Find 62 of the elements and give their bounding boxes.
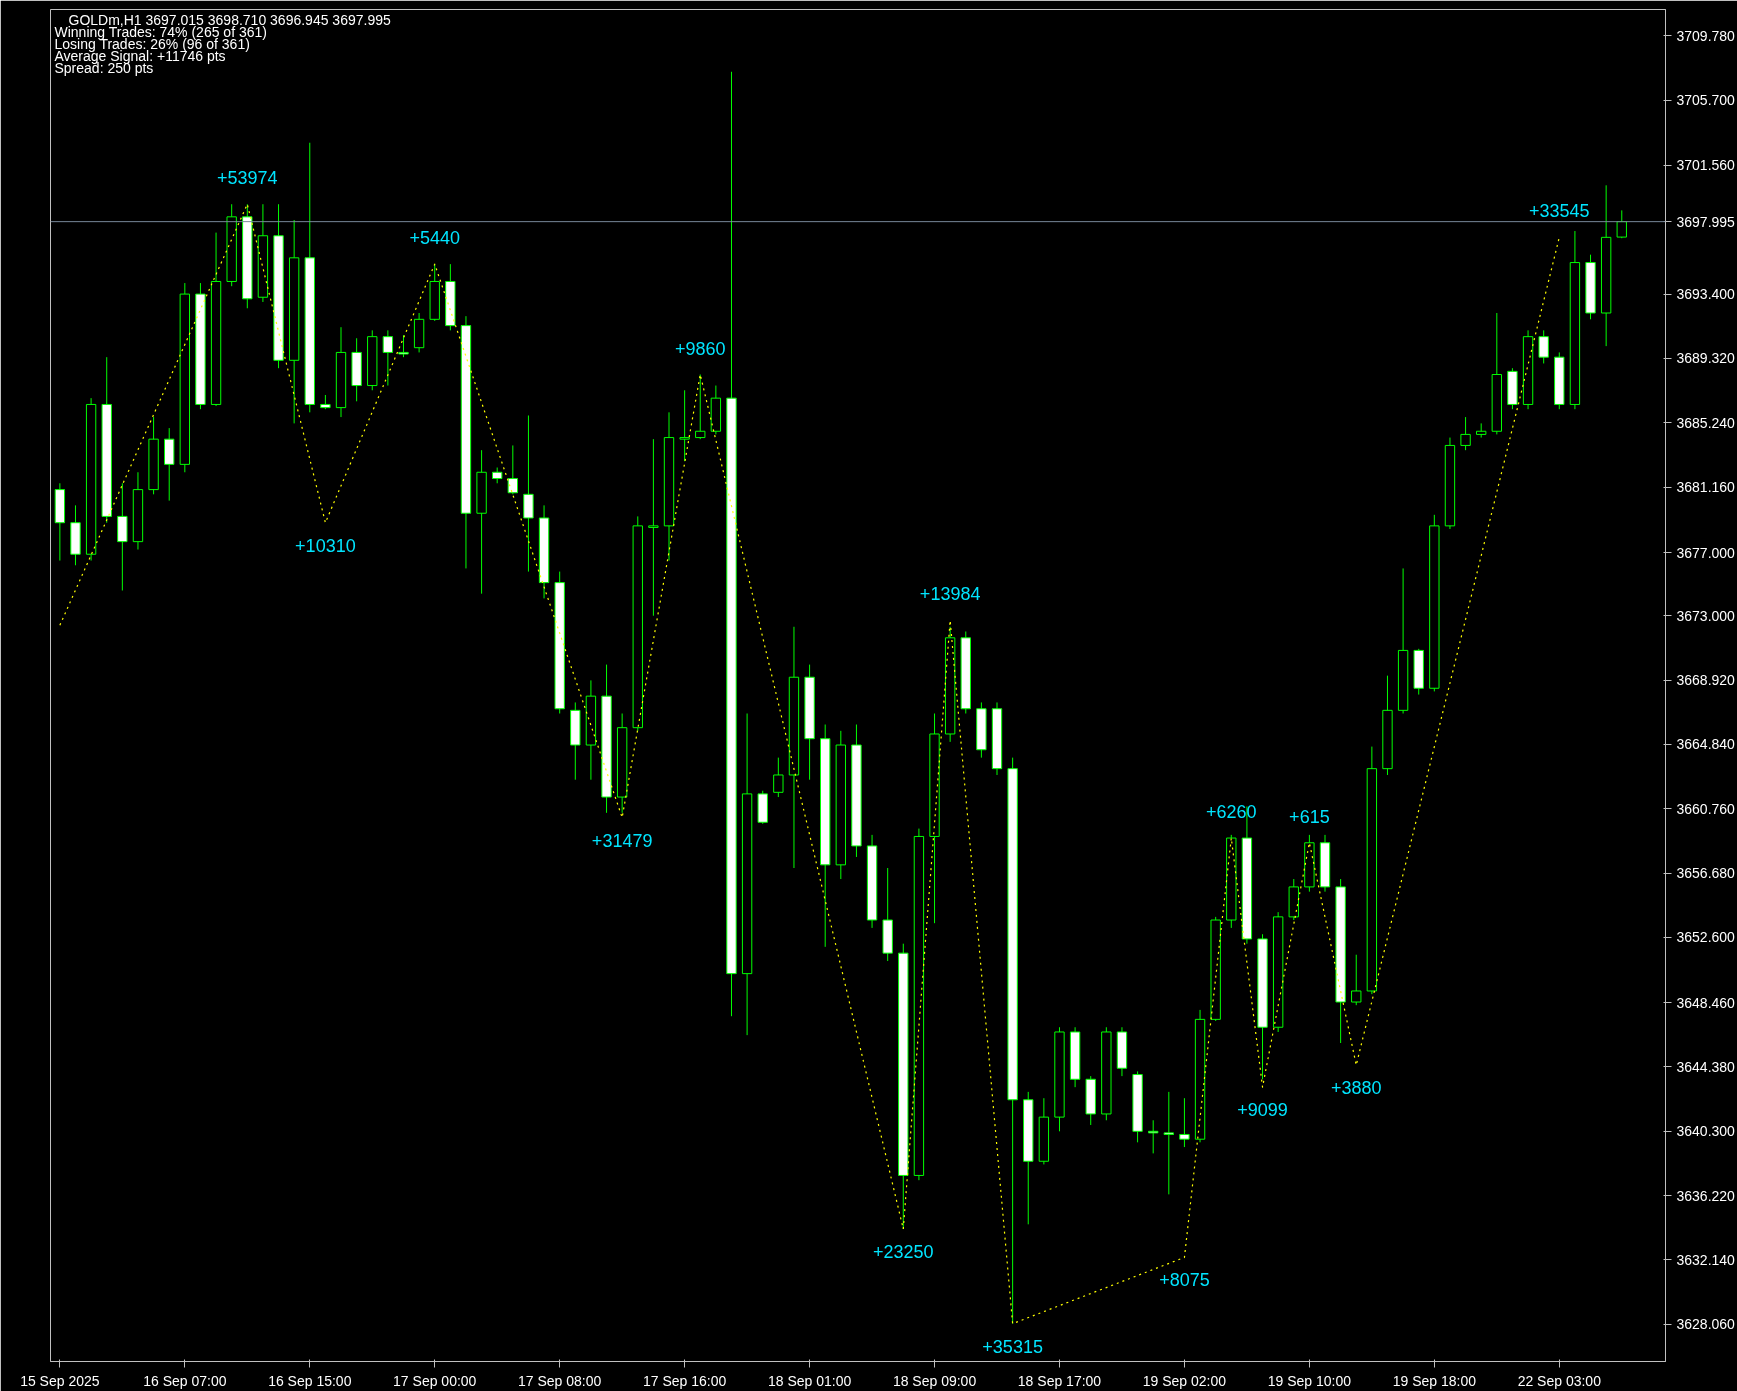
- candlestick: [1163, 1091, 1174, 1195]
- x-tick-label: 17 Sep 00:00: [393, 1372, 477, 1389]
- candlestick: [1148, 1119, 1159, 1154]
- candlestick: [1179, 1097, 1190, 1148]
- x-tick-label: 18 Sep 01:00: [767, 1372, 852, 1389]
- y-tick-label: 3681.160: [1676, 479, 1736, 496]
- y-tick-label: 3628.060: [1676, 1316, 1736, 1333]
- candlestick: [679, 389, 690, 462]
- y-tick-label: 3673.000: [1676, 607, 1736, 624]
- annotation: +33545: [1529, 201, 1590, 222]
- x-tick-label: 16 Sep 07:00: [143, 1372, 227, 1389]
- y-tick-label: 3640.300: [1676, 1123, 1736, 1140]
- y-tick-label: 3644.380: [1676, 1058, 1736, 1075]
- candlestick: [1351, 954, 1362, 1006]
- annotation: +53974: [217, 168, 278, 189]
- candlestick: [695, 374, 706, 440]
- x-tick-label: 16 Sep 15:00: [268, 1372, 352, 1389]
- x-tick-label: 17 Sep 08:00: [518, 1372, 602, 1389]
- x-tick-label: 19 Sep 10:00: [1267, 1372, 1352, 1389]
- annotation: +5440: [409, 228, 461, 249]
- candlestick: [382, 329, 394, 387]
- annotation: +23250: [873, 1242, 934, 1263]
- x-tick-label: 18 Sep 17:00: [1017, 1372, 1102, 1389]
- candlestick: [523, 414, 534, 573]
- y-tick-label: 3668.920: [1676, 672, 1736, 689]
- x-tick-label: 17 Sep 16:00: [642, 1372, 727, 1389]
- y-tick-label: 3677.000: [1676, 544, 1736, 561]
- annotation: +13984: [919, 584, 981, 605]
- annotation: +3880: [1330, 1078, 1382, 1099]
- y-tick-label: 3652.600: [1676, 929, 1736, 946]
- y-tick-label: 3660.760: [1676, 800, 1736, 817]
- y-tick-label: 3701.560: [1676, 157, 1736, 174]
- x-tick-label: 18 Sep 09:00: [892, 1372, 977, 1389]
- y-tick-label: 3656.680: [1676, 865, 1736, 882]
- candlestick: [1538, 329, 1549, 364]
- x-tick-label: 19 Sep 18:00: [1392, 1372, 1477, 1389]
- y-tick-label: 3685.240: [1676, 414, 1736, 431]
- annotation: +9099: [1237, 1100, 1288, 1121]
- annotation: +10310: [295, 535, 356, 556]
- candlestick: [773, 757, 784, 798]
- candlestick: [507, 444, 519, 495]
- annotation: +31479: [591, 830, 653, 851]
- y-tick-label: 3636.220: [1676, 1187, 1736, 1204]
- x-tick-label: 19 Sep 02:00: [1142, 1372, 1227, 1389]
- y-tick-label: 3693.400: [1676, 286, 1736, 303]
- candlestick: [648, 438, 659, 617]
- y-tick-label: 3689.320: [1676, 350, 1736, 367]
- annotation: +8075: [1159, 1270, 1210, 1291]
- y-tick-label: 3709.780: [1676, 27, 1736, 44]
- y-tick-label: 3648.460: [1676, 994, 1736, 1011]
- annotation: +35315: [982, 1336, 1043, 1357]
- annotation: +615: [1289, 806, 1330, 827]
- candlestick: [398, 334, 409, 358]
- candlestick: [1616, 209, 1627, 239]
- x-tick-label: 22 Sep 03:00: [1517, 1372, 1602, 1389]
- y-tick-label: 3705.700: [1676, 92, 1736, 109]
- annotation: +9860: [674, 338, 726, 359]
- y-tick-label: 3632.140: [1676, 1251, 1736, 1268]
- candlestick: [1460, 416, 1471, 451]
- y-tick-label: 3664.840: [1676, 736, 1736, 753]
- x-tick-label: 15 Sep 2025: [20, 1372, 100, 1389]
- ref-line-label: 3697.995: [1676, 213, 1736, 230]
